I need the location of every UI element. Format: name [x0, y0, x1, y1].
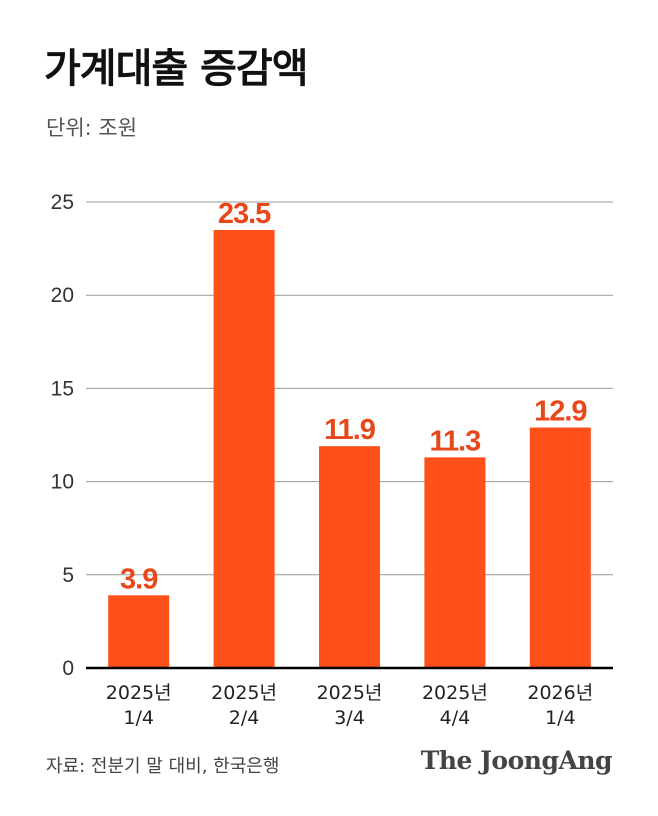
- unit-label: 단위: 조원: [46, 116, 138, 140]
- bar-value-label: 3.9: [120, 563, 158, 595]
- bar: [213, 229, 275, 668]
- y-tick-label: 10: [51, 471, 74, 494]
- chart-title: 가계대출 증감액: [44, 46, 309, 92]
- x-tick-label-year: 2026년: [527, 682, 593, 704]
- x-tick-label-quarter: 1/4: [545, 707, 576, 729]
- y-tick-label: 0: [62, 657, 74, 680]
- x-tick-label-year: 2025년: [422, 682, 488, 704]
- bar-value-label: 11.3: [429, 425, 481, 457]
- x-tick-label-quarter: 4/4: [440, 707, 471, 729]
- x-tick-label-year: 2025년: [106, 682, 172, 704]
- y-tick-label: 25: [51, 191, 74, 214]
- bar-value-label: 23.5: [218, 198, 271, 230]
- y-tick-label: 15: [51, 377, 74, 400]
- brand-logo: The JoongAng: [420, 746, 613, 775]
- bar: [529, 427, 591, 668]
- x-tick-label-quarter: 2/4: [229, 707, 260, 729]
- bar-value-label: 12.9: [534, 396, 587, 428]
- x-tick-label-year: 2025년: [317, 682, 383, 704]
- y-tick-label: 5: [62, 564, 74, 587]
- x-tick-label-quarter: 1/4: [123, 707, 154, 729]
- y-tick-label: 20: [51, 284, 74, 307]
- bar-value-label: 11.9: [324, 414, 376, 446]
- bar: [108, 595, 170, 668]
- x-tick-label-year: 2025년: [211, 682, 277, 704]
- x-tick-label-quarter: 3/4: [334, 707, 365, 729]
- source-note: 자료: 전분기 말 대비, 한국은행: [46, 756, 280, 777]
- bar: [424, 457, 486, 668]
- bar: [319, 446, 380, 668]
